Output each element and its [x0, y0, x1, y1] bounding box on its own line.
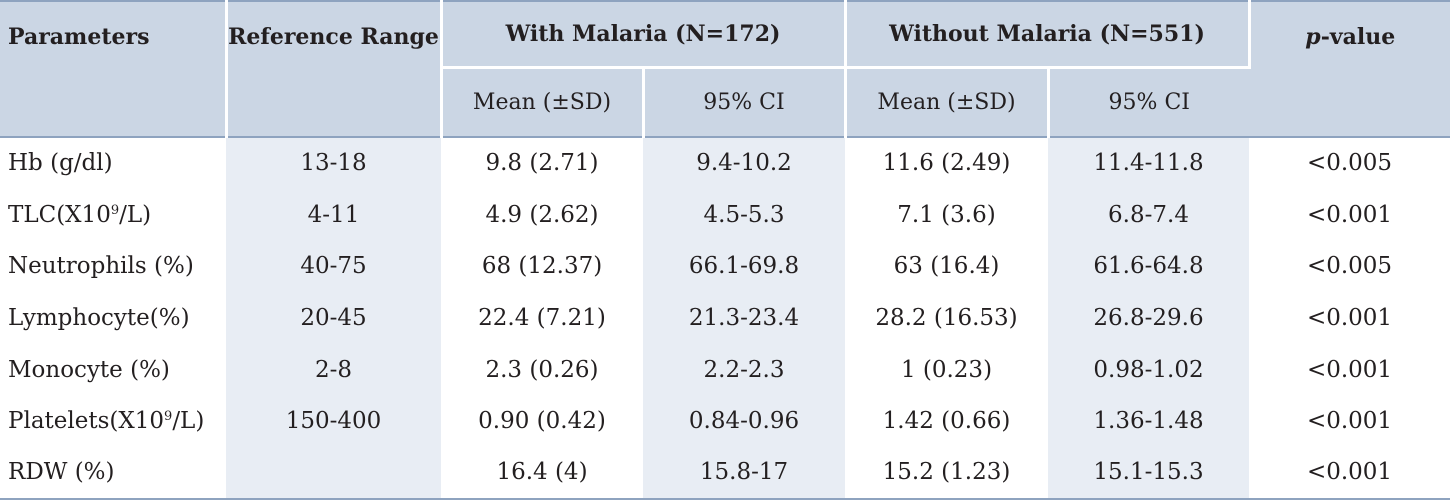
cell-without-malaria-ci: 1.36-1.48	[1048, 395, 1250, 448]
cell-with-malaria-mean-sd: 22.4 (7.21)	[478, 304, 606, 331]
cell-without-malaria-mean-sd: 1 (0.23)	[900, 356, 993, 383]
table-row: Monocyte (%) 2-8 2.3 (0.26) 2.2-2.3 1 (0.23)…	[0, 343, 1450, 396]
cell-reference-range	[226, 447, 441, 500]
cell-reference-range: 4-11	[226, 188, 441, 241]
cell-with-malaria-mean-sd: 4.9 (2.62)	[485, 201, 599, 228]
cell-p-value: <0.001	[1306, 304, 1393, 331]
cell-reference-range: 40-75	[226, 240, 441, 293]
cell-with-malaria-ci: 2.2-2.3	[643, 343, 845, 396]
cell-with-malaria-mean-sd: 2.3 (0.26)	[485, 356, 599, 383]
parameter-label: Platelets(X10	[8, 408, 165, 435]
parameter-label: Monocyte (%)	[8, 356, 170, 383]
cell-reference-range: 13-18	[226, 137, 441, 189]
cell-parameter: Hb (g/dl)	[0, 137, 226, 189]
cell-without-malaria-ci: 15.1-15.3	[1048, 447, 1250, 500]
cell-reference-range: 20-45	[226, 292, 441, 344]
cell-without-malaria-mean-sd: 63 (16.4)	[893, 253, 1000, 280]
cell-parameter: Platelets(X109/L)	[0, 395, 226, 447]
cell-with-malaria-mean-sd: 68 (12.37)	[481, 253, 603, 280]
cell-p-value: <0.001	[1306, 408, 1393, 435]
cell-with-malaria-ci: 21.3-23.4	[643, 292, 845, 344]
parameter-label: Lymphocyte(%)	[8, 304, 190, 331]
header-without-malaria: Without Malaria (N=551)	[845, 0, 1251, 69]
header-without-malaria-ci: 95% CI	[1048, 67, 1250, 138]
cell-parameter: RDW (%)	[0, 447, 226, 500]
cell-with-malaria-ci: 9.4-10.2	[643, 137, 845, 189]
header-without-malaria-mean-sd: Mean (±SD)	[845, 67, 1050, 138]
table-row: Hb (g/dl) 13-18 9.8 (2.71) 9.4-10.2 11.6 (2.…	[0, 137, 1450, 189]
parameter-label: TLC(X10	[8, 201, 111, 228]
header-reference-range: Reference Range	[226, 0, 443, 138]
table-row: Platelets(X109/L) 150-400 0.90 (0.42) 0.84-…	[0, 395, 1450, 448]
header-p-value-rest: -value	[1320, 24, 1396, 50]
parameter-label: Hb (g/dl)	[8, 150, 113, 177]
cell-with-malaria-ci: 0.84-0.96	[643, 395, 845, 448]
cell-without-malaria-ci: 61.6-64.8	[1048, 240, 1250, 293]
cell-without-malaria-ci: 11.4-11.8	[1048, 137, 1250, 189]
cell-p-value: <0.005	[1306, 150, 1393, 177]
header-parameters: Parameters	[0, 0, 228, 138]
cell-with-malaria-ci: 4.5-5.3	[643, 188, 845, 241]
header-with-malaria-mean-sd: Mean (±SD)	[441, 67, 645, 138]
cell-without-malaria-ci: 0.98-1.02	[1048, 343, 1250, 396]
cell-parameter: TLC(X109/L)	[0, 189, 226, 241]
cell-with-malaria-mean-sd: 9.8 (2.71)	[485, 150, 599, 177]
cell-with-malaria-ci: 66.1-69.8	[643, 240, 845, 293]
cell-without-malaria-ci: 26.8-29.6	[1048, 292, 1250, 344]
cell-parameter: Neutrophils (%)	[0, 240, 226, 292]
cell-parameter: Monocyte (%)	[0, 344, 226, 396]
cell-reference-range: 2-8	[226, 343, 441, 396]
table-header: Parameters Reference Range With Malaria …	[0, 0, 1450, 138]
table-row: Lymphocyte(%) 20-45 22.4 (7.21) 21.3-23.4 28…	[0, 292, 1450, 344]
parameter-superscript: 9	[110, 202, 120, 218]
table-row: Neutrophils (%) 40-75 68 (12.37) 66.1-69.8 6…	[0, 240, 1450, 293]
parameter-superscript: 9	[164, 409, 173, 425]
parameter-label: RDW (%)	[8, 459, 115, 486]
cell-without-malaria-mean-sd: 15.2 (1.23)	[845, 447, 1048, 500]
cell-parameter: Lymphocyte(%)	[0, 292, 226, 344]
parameter-unit-tail: /L)	[119, 201, 152, 228]
parameter-label: Neutrophils (%)	[8, 253, 194, 280]
cell-p-value: <0.001	[1249, 447, 1450, 500]
header-p-value: p-value	[1249, 0, 1450, 138]
header-with-malaria: With Malaria (N=172)	[441, 0, 847, 69]
table-body: Hb (g/dl) 13-18 9.8 (2.71) 9.4-10.2 11.6 (2.…	[0, 137, 1450, 500]
header-p-value-italic: p	[1305, 24, 1321, 50]
cell-without-malaria-mean-sd: 11.6 (2.49)	[882, 150, 1011, 177]
table-row: RDW (%) 16.4 (4) 15.8-17 15.2 (1.23) 15.1-15…	[0, 447, 1450, 500]
cell-p-value: <0.001	[1306, 201, 1393, 228]
cell-without-malaria-mean-sd: 1.42 (0.66)	[882, 408, 1011, 435]
cell-without-malaria-mean-sd: 28.2 (16.53)	[875, 304, 1018, 331]
cell-with-malaria-mean-sd: 0.90 (0.42)	[478, 408, 606, 435]
cell-without-malaria-ci: 6.8-7.4	[1048, 188, 1250, 241]
cell-with-malaria-mean-sd: 16.4 (4)	[441, 447, 643, 500]
cell-without-malaria-mean-sd: 7.1 (3.6)	[897, 201, 996, 228]
cell-p-value: <0.005	[1306, 253, 1393, 280]
table-row: TLC(X109/L) 4-11 4.9 (2.62) 4.5-5.3 7.1 (3.6…	[0, 188, 1450, 241]
header-with-malaria-ci: 95% CI	[643, 67, 847, 138]
parameter-unit-tail: /L)	[172, 408, 205, 435]
header-row-1: Parameters Reference Range With Malaria …	[0, 0, 1450, 138]
header-row-2: Mean (±SD) 95% CI Mean (±SD) 95% CI	[0, 67, 1450, 138]
cell-with-malaria-ci: 15.8-17	[643, 447, 845, 500]
cell-p-value: <0.001	[1306, 356, 1393, 383]
cell-reference-range: 150-400	[226, 395, 441, 448]
